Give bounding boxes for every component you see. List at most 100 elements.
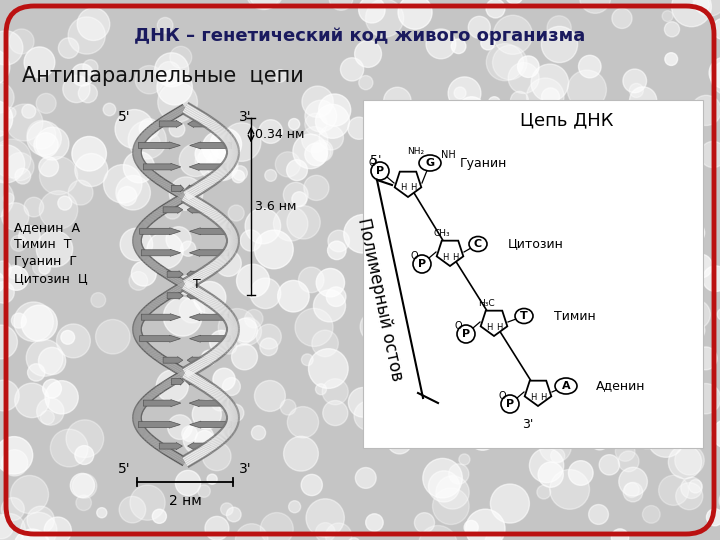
Text: P: P: [418, 259, 426, 269]
Circle shape: [0, 31, 23, 65]
FancyArrow shape: [171, 378, 184, 385]
Circle shape: [675, 207, 696, 228]
Circle shape: [644, 112, 675, 144]
Circle shape: [448, 77, 481, 110]
Circle shape: [541, 26, 577, 63]
Circle shape: [510, 91, 528, 109]
Circle shape: [634, 310, 664, 340]
Circle shape: [459, 454, 470, 465]
Circle shape: [356, 468, 376, 488]
Text: 3.6 нм: 3.6 нм: [255, 200, 297, 213]
Circle shape: [284, 436, 318, 471]
Circle shape: [312, 330, 338, 356]
Circle shape: [305, 113, 327, 135]
Text: H: H: [530, 393, 536, 402]
Polygon shape: [525, 381, 552, 406]
Circle shape: [12, 313, 27, 328]
Text: 5': 5': [118, 110, 131, 124]
Circle shape: [717, 308, 720, 320]
Circle shape: [593, 163, 623, 193]
Circle shape: [456, 103, 477, 124]
Circle shape: [711, 60, 720, 95]
Circle shape: [251, 426, 266, 440]
Circle shape: [464, 521, 478, 535]
Circle shape: [71, 474, 94, 497]
Circle shape: [570, 242, 590, 261]
Circle shape: [261, 512, 293, 540]
Circle shape: [529, 448, 564, 483]
Circle shape: [63, 76, 90, 103]
Circle shape: [573, 242, 612, 281]
FancyArrow shape: [189, 335, 230, 342]
Text: Цитозин  Ц: Цитозин Ц: [14, 273, 88, 286]
Text: A: A: [562, 381, 570, 391]
Circle shape: [72, 137, 107, 171]
Circle shape: [572, 147, 605, 181]
Circle shape: [301, 474, 323, 496]
Circle shape: [322, 379, 348, 405]
Circle shape: [8, 265, 22, 279]
Circle shape: [693, 0, 720, 16]
Circle shape: [315, 104, 349, 138]
Circle shape: [215, 251, 241, 276]
Circle shape: [145, 134, 160, 150]
Circle shape: [40, 410, 54, 424]
Text: 3': 3': [522, 417, 534, 430]
Text: 0.34 нм: 0.34 нм: [255, 128, 305, 141]
Circle shape: [27, 120, 55, 149]
Circle shape: [528, 304, 551, 327]
FancyArrow shape: [187, 206, 207, 213]
Circle shape: [158, 62, 181, 85]
Text: H: H: [540, 393, 546, 402]
Circle shape: [0, 131, 6, 145]
Text: ДНК – генетический код живого организма: ДНК – генетический код живого организма: [135, 27, 585, 45]
Circle shape: [444, 266, 468, 291]
Circle shape: [75, 446, 94, 464]
Circle shape: [712, 420, 720, 448]
Circle shape: [575, 183, 613, 222]
Circle shape: [78, 84, 97, 103]
Circle shape: [116, 176, 150, 210]
Text: O: O: [410, 251, 418, 261]
Circle shape: [27, 506, 54, 534]
Circle shape: [135, 65, 163, 94]
Circle shape: [195, 152, 213, 170]
Circle shape: [348, 117, 370, 139]
Circle shape: [3, 193, 14, 204]
Text: Полимерный остов: Полимерный остов: [354, 216, 406, 382]
Circle shape: [254, 381, 285, 411]
Circle shape: [153, 509, 166, 523]
Circle shape: [483, 192, 495, 204]
Circle shape: [319, 125, 343, 150]
Circle shape: [83, 60, 98, 75]
Circle shape: [210, 330, 233, 354]
Circle shape: [329, 0, 353, 10]
Circle shape: [183, 423, 214, 455]
Circle shape: [198, 485, 210, 497]
Circle shape: [246, 0, 281, 10]
Circle shape: [265, 170, 276, 181]
Circle shape: [0, 83, 14, 113]
FancyArrow shape: [188, 120, 211, 127]
Circle shape: [567, 266, 590, 289]
Circle shape: [413, 255, 431, 273]
Circle shape: [539, 430, 572, 462]
Circle shape: [245, 208, 281, 244]
Circle shape: [232, 344, 258, 370]
FancyArrow shape: [167, 292, 183, 299]
FancyArrow shape: [186, 185, 199, 192]
Circle shape: [462, 389, 474, 403]
Circle shape: [26, 340, 63, 376]
Circle shape: [624, 483, 639, 497]
Circle shape: [690, 383, 720, 414]
Circle shape: [210, 129, 242, 160]
Circle shape: [255, 230, 293, 269]
Circle shape: [221, 339, 237, 354]
Text: 3': 3': [239, 110, 251, 124]
Circle shape: [359, 0, 385, 23]
Circle shape: [624, 482, 643, 502]
Circle shape: [305, 143, 328, 166]
Circle shape: [202, 442, 231, 471]
Circle shape: [501, 395, 519, 413]
Text: P: P: [506, 399, 514, 409]
